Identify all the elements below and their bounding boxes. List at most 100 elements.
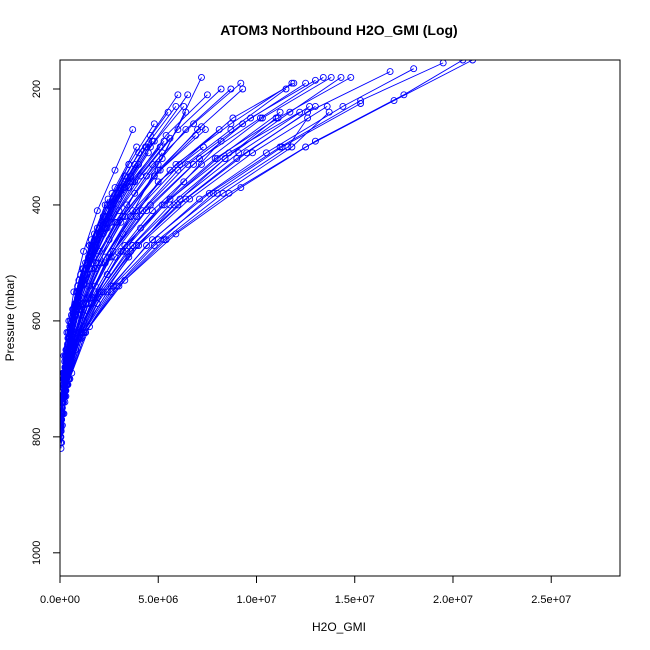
data-point	[83, 300, 90, 307]
data-point	[198, 123, 205, 131]
y-tick-label: 800	[31, 428, 43, 446]
chart-title: ATOM3 Northbound H2O_GMI (Log)	[220, 22, 457, 38]
data-point	[213, 155, 221, 163]
x-axis: 0.0e+00 5.0e+06 1.0e+07 1.5e+07 2.0e+07 2.5e+…	[40, 575, 571, 606]
series-line	[61, 138, 171, 408]
series-line	[60, 129, 134, 414]
series-line	[65, 77, 342, 391]
series-line	[68, 117, 308, 380]
data-point	[225, 189, 233, 197]
data-point	[284, 143, 292, 151]
data-point	[174, 91, 182, 99]
data-point	[119, 213, 127, 220]
x-tick-label: 0.0e+00	[40, 594, 80, 606]
data-point	[166, 166, 174, 174]
data-point	[203, 91, 211, 99]
data-point	[60, 424, 65, 432]
series-line	[66, 106, 328, 385]
data-point	[190, 160, 198, 168]
data-point	[357, 97, 365, 105]
data-point	[61, 392, 68, 400]
data-point	[296, 108, 304, 116]
data-point	[83, 262, 91, 270]
data-point	[186, 195, 194, 203]
series-line	[69, 60, 473, 380]
data-point	[239, 120, 247, 128]
data-point	[288, 143, 296, 151]
data-point	[211, 155, 219, 163]
data-point	[172, 230, 180, 238]
data-point	[400, 91, 408, 99]
data-point	[176, 160, 184, 168]
data-point	[190, 120, 198, 128]
data-point	[127, 178, 135, 186]
data-point	[156, 166, 164, 174]
data-point	[121, 276, 129, 284]
y-tick-label: 600	[31, 312, 43, 330]
data-point	[327, 73, 335, 81]
data-point	[249, 149, 257, 157]
data-point	[115, 282, 123, 290]
data-point	[229, 114, 237, 122]
data-point	[288, 79, 296, 87]
plot-frame	[59, 59, 621, 577]
data-point	[276, 143, 284, 151]
series-line	[64, 77, 332, 397]
data-point	[174, 126, 182, 134]
data-point	[85, 253, 92, 261]
data-point	[182, 126, 190, 134]
series-line	[67, 62, 444, 380]
data-point	[227, 85, 235, 93]
data-point	[286, 108, 294, 116]
data-point	[93, 207, 101, 215]
data-point	[107, 218, 115, 226]
data-point	[247, 114, 255, 122]
data-point	[158, 155, 166, 163]
data-point	[111, 184, 119, 192]
data-point	[99, 288, 107, 296]
data-point	[111, 166, 119, 174]
data-point	[213, 189, 221, 197]
data-point	[87, 236, 95, 244]
data-point	[144, 140, 152, 148]
data-point	[469, 60, 477, 64]
data-point	[148, 207, 156, 215]
y-tick-label: 200	[31, 80, 43, 98]
data-point	[162, 236, 170, 244]
data-point	[180, 102, 188, 110]
data-point	[459, 60, 467, 64]
data-point	[143, 172, 150, 180]
series-line	[60, 143, 149, 429]
data-point	[166, 134, 174, 142]
data-point	[111, 253, 119, 261]
data-point	[339, 102, 347, 110]
data-point	[99, 221, 107, 229]
data-point	[221, 155, 229, 163]
y-axis: 200 400 600 800 1000	[31, 80, 61, 565]
data-point	[66, 375, 74, 383]
data-point	[82, 329, 89, 336]
data-point	[88, 247, 96, 255]
data-point	[107, 253, 115, 261]
data-point	[150, 120, 158, 128]
data-point	[80, 247, 88, 255]
data-point	[123, 201, 131, 209]
series-line	[60, 111, 169, 420]
series-line	[67, 103, 361, 385]
data-point	[311, 76, 319, 84]
data-point	[74, 334, 82, 342]
x-tick-label: 1.5e+07	[335, 594, 375, 606]
data-point	[150, 172, 158, 180]
data-point	[205, 189, 213, 197]
data-point	[131, 178, 139, 186]
data-point	[198, 160, 205, 168]
data-point	[215, 126, 223, 134]
data-point	[160, 201, 168, 209]
data-point	[237, 79, 245, 87]
y-tick-label: 400	[31, 196, 43, 214]
data-point	[133, 207, 141, 215]
data-point	[198, 73, 205, 81]
y-tick-label: 1000	[31, 541, 43, 565]
data-point	[70, 317, 78, 325]
